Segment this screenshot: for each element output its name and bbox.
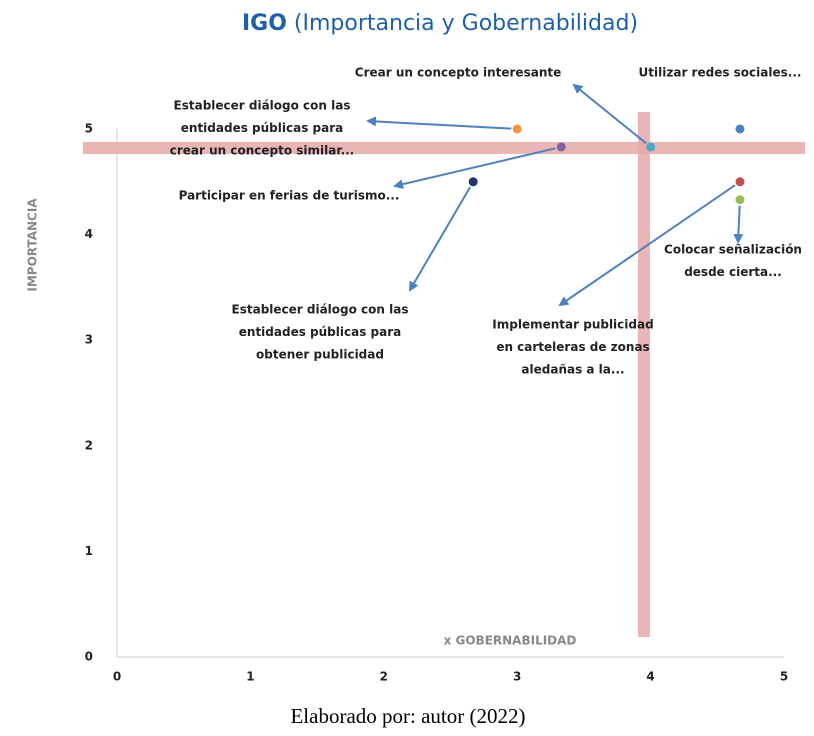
title-bold: IGO — [242, 11, 287, 36]
y-tick-label: 2 — [85, 438, 93, 452]
x-axis-label: x GOBERNABILIDAD — [444, 634, 577, 648]
annotation: Colocar señalización — [664, 243, 802, 257]
point — [735, 177, 745, 187]
annotation: Establecer diálogo con las — [232, 303, 409, 317]
title-rest: (Importancia y Gobernabilidad) — [294, 11, 638, 36]
annotation: aledañas a la... — [521, 363, 624, 377]
annotation-arrow — [393, 147, 556, 190]
annotation: Crear un concepto interesante — [355, 66, 561, 80]
annotation-arrow — [733, 205, 744, 244]
chart-title: IGO (Importancia y Gobernabilidad) — [242, 11, 638, 36]
annotation: Utilizar redes sociales... — [639, 66, 802, 80]
x-tick-label: 2 — [380, 670, 388, 684]
annotation: Implementar publicidad — [492, 318, 653, 332]
y-tick-label: 0 — [85, 650, 93, 664]
point — [735, 195, 745, 205]
annotation-arrow — [558, 184, 736, 307]
x-tick-label: 3 — [513, 670, 521, 684]
y-axis-label: IMPORTANCIA — [26, 198, 40, 292]
y-tick-label: 4 — [85, 227, 93, 241]
x-tick-label: 0 — [113, 670, 121, 684]
point — [512, 124, 522, 134]
annotation: entidades públicas para — [181, 121, 343, 135]
point — [646, 142, 656, 152]
annotation-arrow — [408, 186, 472, 292]
x-tick-label: 5 — [780, 670, 788, 684]
annotation: entidades públicas para — [239, 325, 401, 339]
annotation: Establecer diálogo con las — [174, 99, 351, 113]
point — [468, 177, 478, 187]
annotation-arrow — [366, 116, 512, 130]
point — [735, 124, 745, 134]
annotation: Participar en ferias de turismo... — [179, 189, 400, 203]
y-tick-label: 5 — [85, 122, 93, 136]
annotation: en carteleras de zonas — [496, 340, 649, 354]
annotation: crear un concepto similar... — [170, 144, 355, 158]
annotation: obtener publicidad — [256, 348, 384, 362]
annotation: desde cierta... — [684, 265, 782, 279]
x-tick-label: 4 — [646, 670, 654, 684]
footer: Elaborado por: autor (2022) — [290, 704, 525, 728]
x-tick-label: 1 — [246, 670, 254, 684]
y-tick-label: 1 — [85, 544, 93, 558]
y-tick-label: 3 — [85, 333, 93, 347]
annotation-arrow — [572, 83, 647, 144]
point — [556, 142, 566, 152]
